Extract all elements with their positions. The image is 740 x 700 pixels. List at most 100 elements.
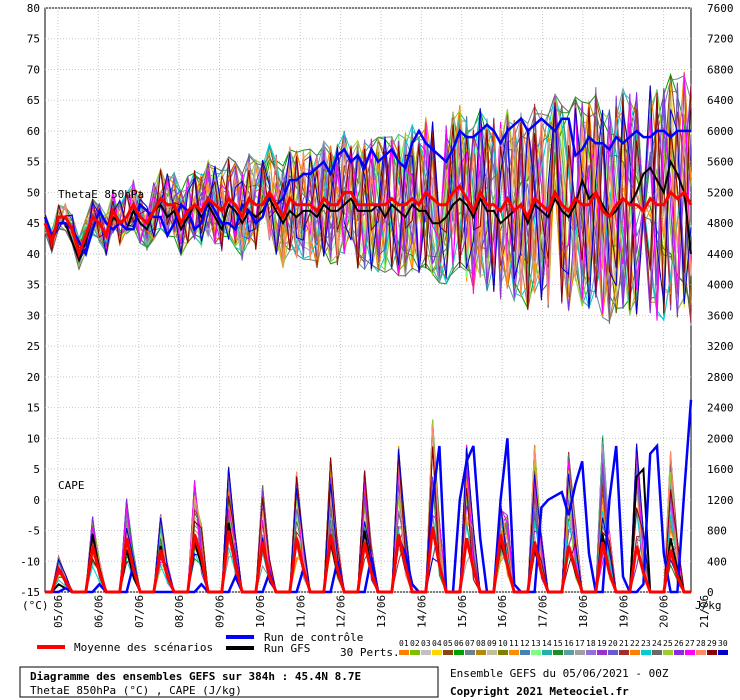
perturbation-code: 01 [399, 639, 409, 648]
right-tick-label: 6800 [707, 63, 734, 76]
right-tick-label: 0 [707, 586, 714, 599]
perturbation-swatch [509, 650, 519, 655]
right-tick-label: 800 [707, 525, 727, 538]
perturbation-count: 30 Perts. [340, 646, 400, 659]
perturbation-code: 06 [454, 639, 464, 648]
perturbation-code: 03 [421, 639, 431, 648]
x-tick-label: 06/06 [92, 595, 105, 628]
right-tick-label: 3200 [707, 340, 734, 353]
x-tick-label: 09/06 [214, 595, 227, 628]
perturbation-swatch [608, 650, 618, 655]
perturbation-code: 16 [564, 639, 574, 648]
right-tick-label: 4000 [707, 279, 734, 292]
series-thetae-line [43, 183, 693, 259]
perturbation-swatch [531, 650, 541, 655]
perturbation-thetae-line [44, 99, 692, 305]
perturbation-code: 22 [630, 639, 640, 648]
perturbation-code: 04 [432, 639, 442, 648]
perturbation-code: 13 [531, 639, 541, 648]
footer-box [19, 666, 439, 698]
perturbation-code: 12 [520, 639, 530, 648]
perturbation-code: 18 [586, 639, 596, 648]
left-tick-label: 70 [27, 63, 40, 76]
perturbation-code: 25 [663, 639, 673, 648]
x-tick-label: 08/06 [173, 595, 186, 628]
right-tick-label: 400 [707, 555, 727, 568]
perturbation-code: 20 [608, 639, 618, 648]
perturbation-code: 02 [410, 639, 420, 648]
right-tick-label: 1200 [707, 494, 734, 507]
left-tick-label: -10 [20, 555, 40, 568]
perturbation-code: 08 [476, 639, 486, 648]
footer-subtitle: ThetaE 850hPa (°C) , CAPE (J/kg) [30, 684, 242, 697]
x-tick-label: 21/06 [698, 595, 711, 628]
left-tick-label: -15 [20, 586, 40, 599]
perturbation-code: 07 [465, 639, 475, 648]
x-tick-label: 11/06 [294, 595, 307, 628]
perturbation-code: 14 [542, 639, 552, 648]
footer-title: Diagramme des ensembles GEFS sur 384h : … [30, 670, 361, 683]
right-tick-label: 3600 [707, 309, 734, 322]
left-tick-label: 55 [27, 156, 40, 169]
left-tick-label: 20 [27, 371, 40, 384]
x-tick-label: 12/06 [335, 595, 348, 628]
right-tick-label: 4800 [707, 217, 734, 230]
left-tick-label: 45 [27, 217, 40, 230]
perturbation-code: 27 [685, 639, 695, 648]
right-tick-label: 7600 [707, 2, 734, 15]
thetae-panel-label: ThetaE 850hPa [58, 188, 144, 201]
perturbation-code: 09 [487, 639, 497, 648]
perturbation-code: 28 [696, 639, 706, 648]
left-tick-label: 30 [27, 309, 40, 322]
perturbation-swatch [696, 650, 706, 655]
x-axis-ticks: 05/06 06/06 07/06 08/06 09/06 10/06 11/06 12/06… [52, 595, 711, 628]
perturbation-swatch [454, 650, 464, 655]
perturbation-code: 19 [597, 639, 607, 648]
left-tick-label: 65 [27, 94, 40, 107]
left-axis-ticks: -15 -10 -5 0 5 10 15 20 25 30 35 40 45 50 55 60 65 70 75 80 [20, 2, 40, 599]
perturbation-swatch [542, 650, 552, 655]
right-axis-unit: J/kg [695, 599, 722, 612]
right-tick-label: 2000 [707, 432, 734, 445]
cape-panel-label: CAPE [58, 479, 85, 492]
perturbation-swatch [619, 650, 629, 655]
perturbation-swatch [663, 650, 673, 655]
legend-control-label: Run de contrôle [264, 631, 363, 644]
right-tick-label: 4400 [707, 248, 734, 261]
x-tick-label: 14/06 [415, 595, 428, 628]
x-tick-label: 16/06 [496, 595, 509, 628]
left-tick-label: 75 [27, 33, 40, 46]
perturbation-swatch [443, 650, 453, 655]
x-tick-label: 15/06 [456, 595, 469, 628]
perturbation-swatch [586, 650, 596, 655]
left-tick-label: 40 [27, 248, 40, 261]
perturbation-code: 05 [443, 639, 453, 648]
perturbation-swatch [597, 650, 607, 655]
perturbation-swatch [685, 650, 695, 655]
x-tick-label: 13/06 [375, 595, 388, 628]
series-cape-line [45, 526, 691, 594]
right-tick-label: 2800 [707, 371, 734, 384]
right-tick-label: 5600 [707, 156, 734, 169]
right-axis-ticks: 0 400 800 1200 1600 2000 2400 2800 3200 3600 4000 4… [707, 2, 734, 599]
perturbation-code: 23 [641, 639, 651, 648]
perturbation-swatch [520, 650, 530, 655]
perturbation-code: 11 [509, 639, 519, 648]
x-tick-label: 17/06 [537, 595, 550, 628]
perturbation-swatch [476, 650, 486, 655]
perturbation-swatch [487, 650, 497, 655]
perturbation-swatch [718, 650, 728, 655]
left-tick-label: 35 [27, 279, 40, 292]
left-axis-unit: (°C) [22, 599, 49, 612]
perturbation-legend: 01 02 03 04 05 06 07 08 09 10 11 12 13 14 15 16 17 18 19 20… [399, 639, 728, 655]
perturbation-swatch [432, 650, 442, 655]
perturbation-swatch [553, 650, 563, 655]
right-tick-label: 5200 [707, 186, 734, 199]
x-tick-label: 05/06 [52, 595, 65, 628]
perturbation-code: 21 [619, 639, 629, 648]
left-tick-label: 5 [33, 463, 40, 476]
perturbation-code: 17 [575, 639, 585, 648]
left-tick-label: 80 [27, 2, 40, 15]
left-tick-label: 50 [27, 186, 40, 199]
